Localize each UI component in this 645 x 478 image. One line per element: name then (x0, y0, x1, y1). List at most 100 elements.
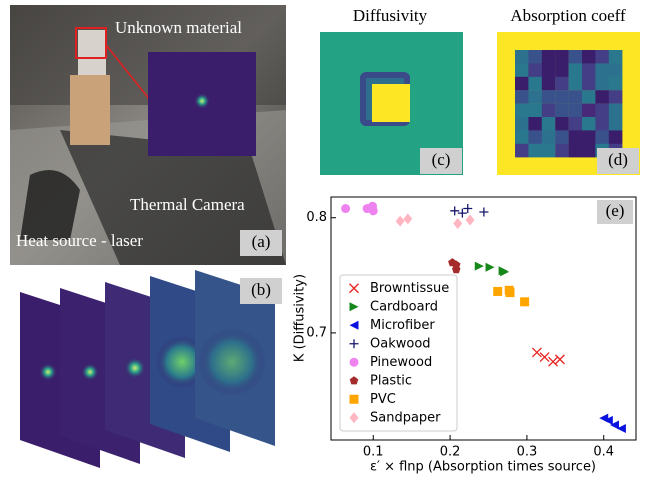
heatmap-cell (569, 63, 583, 77)
frame-stack (20, 270, 275, 468)
legend-label: Plastic (370, 373, 412, 388)
heatmap-cell (542, 90, 556, 104)
data-point (369, 206, 378, 215)
panel-title: Diffusivity (353, 6, 428, 25)
data-point (493, 287, 502, 296)
legend-label: Browntissue (370, 281, 449, 296)
figure-canvas: Unknown material Thermal Camera Heat sou… (0, 0, 645, 478)
heatmap-cell (582, 130, 596, 144)
heatmap-cell (569, 144, 583, 158)
x-tick-label: 0.2 (440, 445, 461, 460)
heatmap-cell (595, 50, 609, 64)
heatmap-cell (595, 104, 609, 118)
panel-label: (c) (432, 150, 451, 169)
panel-label: (b) (251, 280, 271, 299)
data-point (500, 267, 509, 276)
data-point (479, 207, 488, 216)
heatmap-cell (609, 117, 623, 131)
heatmap-cell (515, 144, 529, 158)
data-point (540, 353, 549, 362)
annotation: Thermal Camera (130, 195, 245, 214)
heatmap-cell (555, 50, 569, 64)
heatmap-cell (542, 63, 556, 77)
legend-label: Microfiber (370, 318, 435, 333)
heatmap-cell (569, 50, 583, 64)
heatmap-cell (582, 90, 596, 104)
y-axis-label: K (Diffusivity) (293, 274, 308, 362)
figure: Unknown material Thermal Camera Heat sou… (0, 0, 645, 478)
heatmap-cell (569, 117, 583, 131)
heatmap-cell (582, 50, 596, 64)
legend-label: Pinewood (370, 355, 432, 370)
heatmap-grid (515, 50, 622, 157)
heatmap-cell (569, 77, 583, 91)
heatmap-cell (555, 117, 569, 131)
y-tick-label: 0.7 (306, 325, 327, 340)
heatmap-cell (555, 63, 569, 77)
legend-label: Sandpaper (370, 410, 441, 425)
heatmap-cell (582, 104, 596, 118)
heatmap-cell (528, 117, 542, 131)
heatmap-cell (515, 90, 529, 104)
data-point (450, 206, 459, 215)
heatmap-cell (582, 63, 596, 77)
heatmap-cell (555, 90, 569, 104)
heatmap-cell (528, 144, 542, 158)
heatmap-cell (528, 130, 542, 144)
heatmap-cell (609, 130, 623, 144)
data-point (475, 262, 484, 271)
heatmap-cell (569, 130, 583, 144)
heatmap-cell (595, 77, 609, 91)
heatmap-cell (609, 50, 623, 64)
heatmap-cell (515, 50, 529, 64)
heatmap-cell (595, 63, 609, 77)
heatmap-cell (542, 117, 556, 131)
heatmap-cell (609, 104, 623, 118)
data-point (549, 357, 558, 366)
data-point (532, 348, 541, 357)
x-tick-label: 0.1 (363, 445, 384, 460)
heatmap-cell (542, 130, 556, 144)
legend-label: PVC (370, 392, 396, 407)
heatmap-cell (609, 90, 623, 104)
panel-title: Absorption coeff (510, 6, 626, 25)
heatmap-cell (595, 117, 609, 131)
legend-label: Oakwood (370, 336, 431, 351)
heatmap-cell (515, 117, 529, 131)
data-point (486, 263, 495, 272)
heatmap-cell (595, 130, 609, 144)
heatmap-cell (542, 50, 556, 64)
heatmap-cell (582, 77, 596, 91)
panel-label: (d) (608, 150, 628, 169)
heatmap-cell (609, 63, 623, 77)
heatmap-cell (528, 63, 542, 77)
panel-label: (e) (606, 201, 625, 220)
heatmap-cell (542, 77, 556, 91)
data-point (466, 215, 475, 226)
x-tick-label: 0.4 (593, 445, 614, 460)
x-tick-label: 0.3 (517, 445, 538, 460)
panel-label: (a) (252, 232, 271, 251)
heatmap-cell (542, 144, 556, 158)
heatmap-cell (528, 104, 542, 118)
heatmap-cell (555, 144, 569, 158)
heatmap-cell (595, 90, 609, 104)
x-axis-label: ε′ × flnp (Absorption times source) (370, 460, 596, 475)
annotation: Unknown material (115, 18, 242, 37)
photo-panel (10, 5, 286, 265)
data-point (520, 297, 529, 306)
heatmap-cell (542, 104, 556, 118)
heatmap-core (372, 84, 410, 122)
data-point (403, 213, 412, 224)
data-point (458, 209, 467, 218)
heatmap-cell (528, 90, 542, 104)
heatmap-cell (555, 130, 569, 144)
data-point (463, 204, 472, 213)
data-point (506, 288, 515, 297)
heatmap-cell (582, 144, 596, 158)
heatmap-cell (528, 50, 542, 64)
heatmap-cell (515, 130, 529, 144)
data-point (341, 204, 350, 213)
heatmap-cell (555, 104, 569, 118)
